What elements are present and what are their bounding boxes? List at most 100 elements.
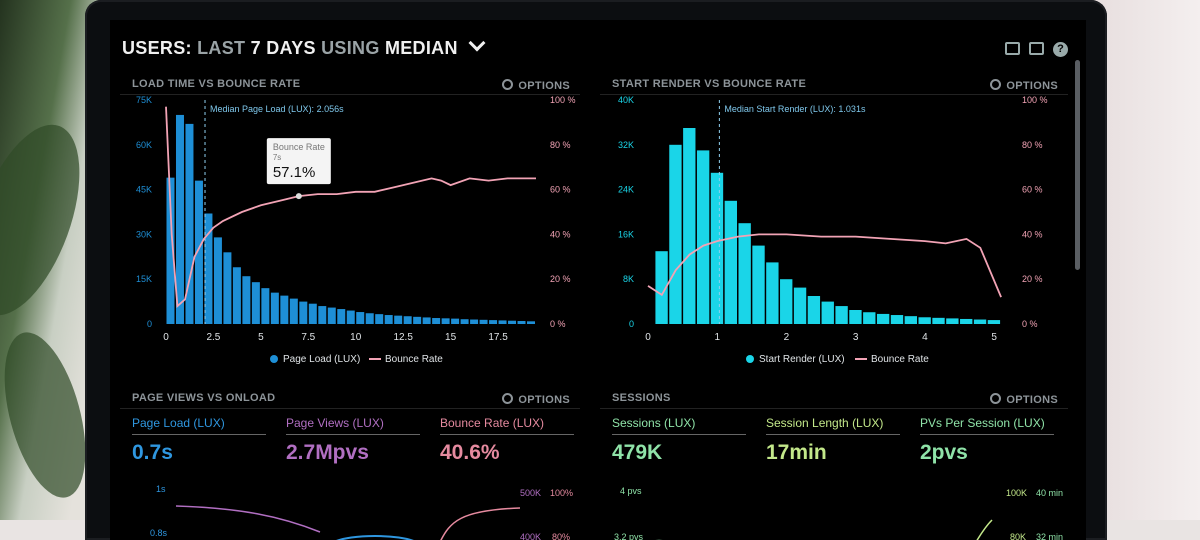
options-button[interactable]: OPTIONS xyxy=(990,392,1058,406)
panel-sessions: SESSIONS OPTIONS Sessions (LUX) 479K Ses… xyxy=(600,386,1068,540)
x-tick: 1 xyxy=(714,332,720,343)
bar[interactable] xyxy=(223,252,232,324)
bar[interactable] xyxy=(346,310,355,324)
bar[interactable] xyxy=(166,177,175,324)
kpi-pvs-per-session: PVs Per Session (LUX) 2pvs xyxy=(920,416,1054,465)
y-right-tick: 20 % xyxy=(550,274,571,284)
bar[interactable] xyxy=(213,237,222,324)
panel-header: LOAD TIME VS BOUNCE RATE OPTIONS xyxy=(120,72,580,95)
y-tick: 80K xyxy=(1010,532,1026,540)
kpi-bounce-rate: Bounce Rate (LUX) 40.6% xyxy=(440,416,574,465)
y-tick: 400K xyxy=(520,532,541,540)
hover-point[interactable] xyxy=(295,193,302,200)
monitor-icon[interactable] xyxy=(1005,42,1020,55)
bar[interactable] xyxy=(251,282,260,324)
bar[interactable] xyxy=(517,321,526,324)
bar[interactable] xyxy=(204,213,213,324)
bar[interactable] xyxy=(655,251,668,324)
bar[interactable] xyxy=(793,287,807,324)
options-label: OPTIONS xyxy=(518,80,570,92)
bar[interactable] xyxy=(299,301,308,324)
bar[interactable] xyxy=(185,123,194,324)
bar[interactable] xyxy=(807,296,821,324)
help-icon[interactable]: ? xyxy=(1053,42,1068,57)
bar[interactable] xyxy=(242,276,251,324)
gear-icon xyxy=(990,79,1002,90)
bar[interactable] xyxy=(194,180,203,324)
options-button[interactable]: OPTIONS xyxy=(990,78,1058,92)
bar[interactable] xyxy=(261,288,270,324)
bar[interactable] xyxy=(946,318,959,324)
bar[interactable] xyxy=(960,318,973,324)
scrollbar[interactable] xyxy=(1075,60,1080,270)
y-right-tick: 100 % xyxy=(550,95,576,105)
bar[interactable] xyxy=(422,317,431,324)
bar[interactable] xyxy=(932,317,945,324)
bar[interactable] xyxy=(780,279,793,324)
bar[interactable] xyxy=(394,315,403,324)
bar[interactable] xyxy=(835,306,848,324)
bar[interactable] xyxy=(876,313,890,324)
bar[interactable] xyxy=(752,245,765,324)
bar[interactable] xyxy=(669,144,682,324)
y-right-tick: 80 % xyxy=(550,140,571,150)
bar[interactable] xyxy=(724,200,737,324)
bar[interactable] xyxy=(232,267,241,324)
bar[interactable] xyxy=(460,319,469,324)
bar[interactable] xyxy=(987,320,1001,324)
bar[interactable] xyxy=(489,320,498,324)
dashboard-title[interactable]: USERS: LAST 7 DAYS USING MEDIAN xyxy=(122,34,486,59)
kpi-value: 2pvs xyxy=(920,441,968,464)
bar[interactable] xyxy=(973,319,987,324)
bar[interactable] xyxy=(384,315,393,324)
bar[interactable] xyxy=(432,318,441,324)
bar[interactable] xyxy=(479,319,488,324)
bar[interactable] xyxy=(738,223,751,324)
bar[interactable] xyxy=(849,310,862,324)
bounce-rate-line xyxy=(165,106,536,308)
gear-icon xyxy=(990,393,1002,404)
y-right-tick: 100 % xyxy=(1022,95,1048,105)
bar[interactable] xyxy=(498,320,507,324)
bar[interactable] xyxy=(175,114,184,324)
kpi-label: PVs Per Session (LUX) xyxy=(920,416,1054,435)
panel-start-render: START RENDER VS BOUNCE RATE OPTIONS 0 8K 1… xyxy=(600,72,1068,372)
chevron-down-icon[interactable] xyxy=(468,34,486,52)
bar[interactable] xyxy=(904,316,917,324)
bar[interactable] xyxy=(308,303,317,324)
bar[interactable] xyxy=(470,319,479,324)
y-left-tick: 0 xyxy=(629,319,634,329)
bar[interactable] xyxy=(375,314,384,324)
bar[interactable] xyxy=(451,318,460,324)
bar[interactable] xyxy=(365,313,374,324)
options-button[interactable]: OPTIONS xyxy=(502,392,570,406)
share-icon[interactable] xyxy=(1029,42,1044,55)
bar[interactable] xyxy=(918,317,931,324)
bar[interactable] xyxy=(413,316,422,324)
bar[interactable] xyxy=(289,298,298,324)
top-toolbar: ? xyxy=(1005,42,1068,57)
bar[interactable] xyxy=(710,172,724,324)
bar[interactable] xyxy=(683,128,696,324)
bar[interactable] xyxy=(337,309,346,324)
bar[interactable] xyxy=(270,292,279,324)
bar[interactable] xyxy=(890,315,904,324)
options-button[interactable]: OPTIONS xyxy=(502,78,570,92)
bar[interactable] xyxy=(441,318,450,324)
kpi-label: Sessions (LUX) xyxy=(612,416,746,435)
bar[interactable] xyxy=(508,320,517,324)
x-tick: 2 xyxy=(784,332,790,343)
bar[interactable] xyxy=(280,295,289,324)
bar[interactable] xyxy=(356,312,365,324)
bar[interactable] xyxy=(766,262,779,324)
chart-sessions: 4 pvs 3.2 pvs 100K 80K 40 min 32 min xyxy=(614,486,1063,540)
bar[interactable] xyxy=(821,301,834,324)
title-range: 7 DAYS xyxy=(250,38,316,58)
bar[interactable] xyxy=(327,307,336,324)
bar[interactable] xyxy=(403,316,412,324)
bar[interactable] xyxy=(318,306,327,324)
bar[interactable] xyxy=(696,150,710,324)
bar[interactable] xyxy=(863,312,876,324)
gear-icon xyxy=(502,79,514,90)
bar[interactable] xyxy=(527,321,535,324)
